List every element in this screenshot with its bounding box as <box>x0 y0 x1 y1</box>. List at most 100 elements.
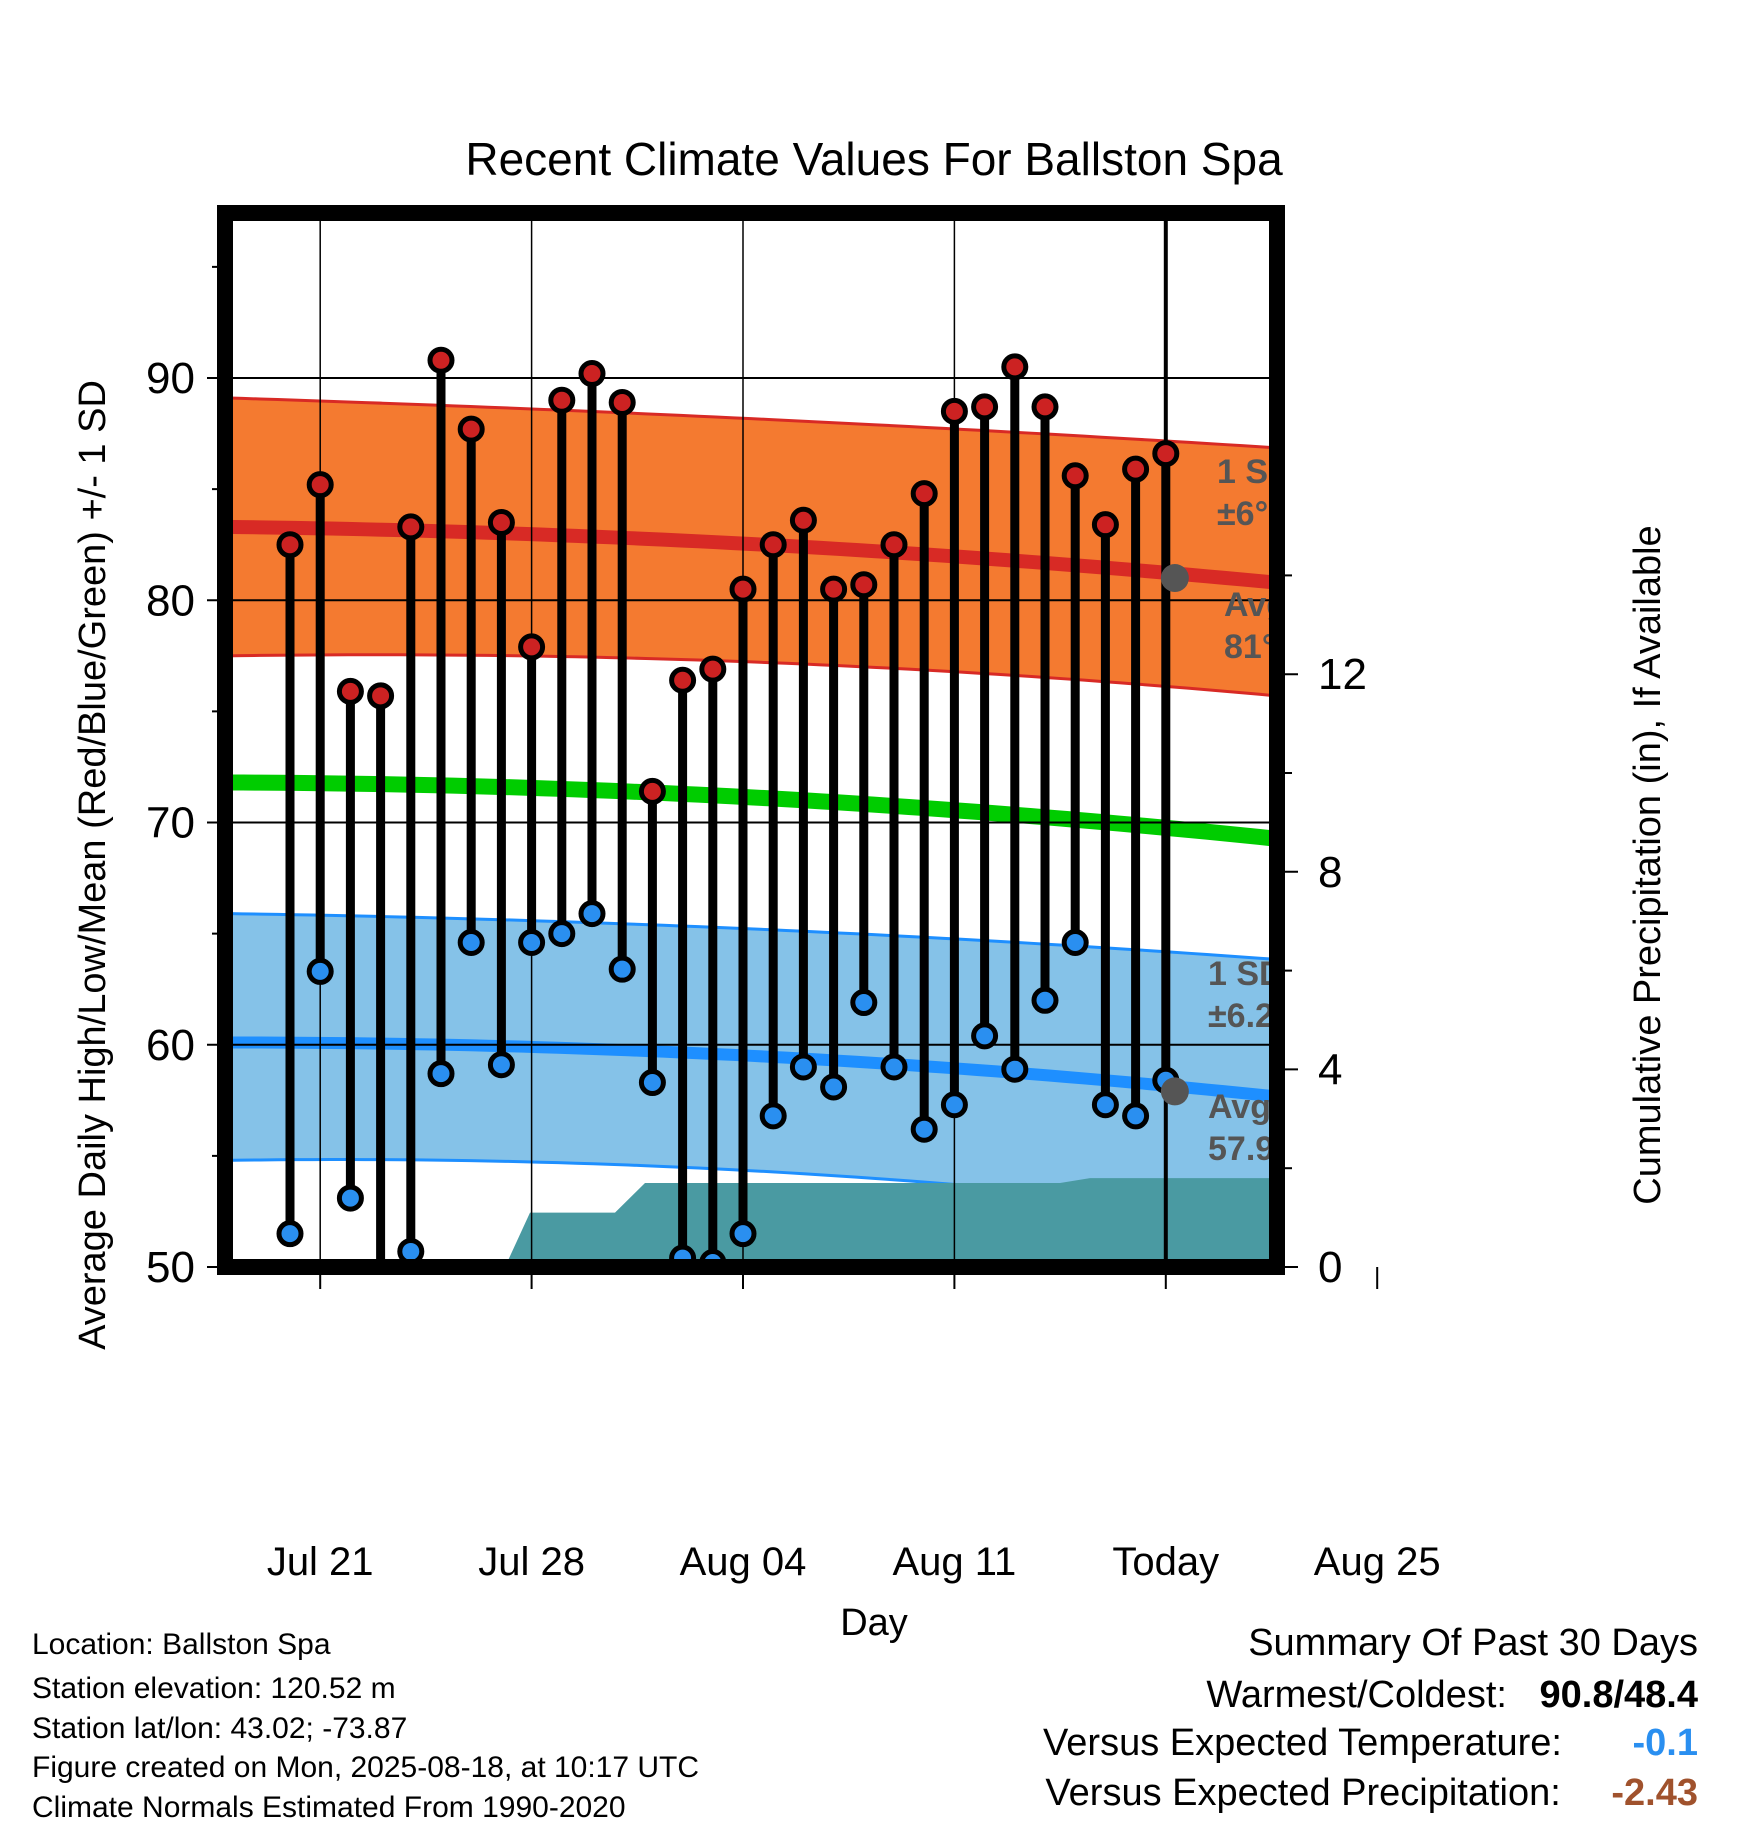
low-point <box>759 1102 787 1130</box>
precip-value: -2.43 <box>1611 1772 1698 1814</box>
high-point <box>1122 455 1150 483</box>
high-point <box>367 682 395 710</box>
low-point <box>789 1053 817 1081</box>
low-point <box>457 929 485 957</box>
y2-tick-label: 0 <box>1318 1243 1342 1292</box>
high-plus-sd-edge <box>225 396 1277 450</box>
y-axis-tick-labels: 50 60 70 80 90 <box>146 265 225 1292</box>
high-point <box>880 531 908 559</box>
high-point <box>397 513 425 541</box>
low-point <box>820 1073 848 1101</box>
temp-label: Versus Expected Temperature: <box>1043 1722 1562 1764</box>
y-axis-label: Average Daily High/Low/Mean (Red/Blue/Gr… <box>72 380 114 1350</box>
low-avg-note-0: Avg: <box>1208 1088 1282 1126</box>
summary-precip: Versus Expected Precipitation: -2.43 <box>1045 1772 1698 1815</box>
low-point <box>578 900 606 928</box>
low-point <box>1031 986 1059 1014</box>
low-point <box>971 1022 999 1050</box>
location-text: Location: Ballston Spa <box>32 1628 331 1661</box>
high-point <box>759 531 787 559</box>
x-tick-label: Aug 04 <box>680 1540 807 1584</box>
x-axis-label: Day <box>840 1602 908 1644</box>
y-tick-label: 70 <box>146 799 195 848</box>
chart-title: Recent Climate Values For Ballston Spa <box>465 133 1283 185</box>
y2-tick-label: 8 <box>1318 848 1342 897</box>
low-point <box>1061 929 1089 957</box>
y-tick-label: 60 <box>146 1021 195 1070</box>
high-point <box>608 388 636 416</box>
low-point <box>1001 1055 1029 1083</box>
high-point <box>487 508 515 536</box>
low-point <box>910 1115 938 1143</box>
created-text: Figure created on Mon, 2025-08-18, at 10… <box>32 1751 700 1784</box>
high-point <box>578 360 606 388</box>
plot-frame <box>217 205 1285 1275</box>
precip-area <box>225 1178 1277 1267</box>
today-high-avg-marker <box>1160 564 1189 593</box>
low-point <box>518 929 546 957</box>
low-avg-note-1: 57.9°F <box>1208 1130 1309 1168</box>
elevation-text: Station elevation: 120.52 m <box>32 1672 396 1705</box>
high-point <box>729 575 757 603</box>
high-point <box>789 506 817 534</box>
latlon-text: Station lat/lon: 43.02; -73.87 <box>32 1712 408 1745</box>
low-point <box>638 1069 666 1097</box>
y-tick-label: 80 <box>146 576 195 625</box>
low-sd-note-1: ±6.2°F <box>1208 997 1308 1035</box>
high-point <box>1091 511 1119 539</box>
high-point <box>638 777 666 805</box>
x-tick-label: Today <box>1112 1540 1219 1584</box>
x-axis-tick-labels: Jul 21 Jul 28 Aug 04 Aug 11 Today Aug 25 <box>267 1267 1441 1584</box>
high-point <box>669 666 697 694</box>
low-point <box>1122 1102 1150 1130</box>
high-sd-note-1: ±6°F <box>1217 495 1289 533</box>
low-point <box>608 955 636 983</box>
low-sd-note-0: 1 SD: <box>1208 955 1295 993</box>
precip-note-0: 30 <box>1204 1382 1242 1420</box>
precip-label: Versus Expected Precipitation: <box>1045 1772 1561 1814</box>
high-point <box>1001 353 1029 381</box>
summary-title: Summary Of Past 30 Days <box>1248 1622 1698 1664</box>
y-tick-label: 90 <box>146 354 195 403</box>
today-low-avg-marker <box>1160 1077 1189 1106</box>
y2-tick-label: 12 <box>1318 650 1367 699</box>
summary-temp: Versus Expected Temperature: -0.1 <box>1043 1722 1698 1765</box>
high-point <box>699 655 727 683</box>
x-tick-label: Aug 11 <box>892 1540 1016 1584</box>
high-sd-note-0: 1 SD: <box>1217 453 1304 491</box>
daily-bars <box>276 346 1180 1314</box>
high-point <box>548 386 576 414</box>
plot-area: 1 SD: ±6°F Avg: 81°F 1 SD: ±6.2°F Avg: 57.9°F 30… <box>217 205 1309 1462</box>
precip-note-1: Days <box>1204 1424 1285 1462</box>
x-tick-label: Jul 21 <box>267 1540 374 1584</box>
high-point <box>306 471 334 499</box>
x-tick-label: Aug 25 <box>1314 1540 1441 1584</box>
y-tick-label: 50 <box>146 1243 195 1292</box>
high-point <box>850 571 878 599</box>
low-point <box>880 1053 908 1081</box>
high-point <box>457 415 485 443</box>
temp-value: -0.1 <box>1632 1722 1698 1764</box>
high-point <box>276 531 304 559</box>
low-point <box>370 1292 392 1314</box>
low-point <box>306 957 334 985</box>
y2-axis-tick-labels: 0 4 8 12 <box>1277 574 1367 1292</box>
low-point <box>276 1220 304 1248</box>
high-point <box>1061 462 1089 490</box>
high-point <box>910 480 938 508</box>
high-point <box>940 397 968 425</box>
normals-text: Climate Normals Estimated From 1990-2020 <box>32 1791 626 1824</box>
y2-axis-label: Cumulative Precipitation (in), If Availa… <box>1627 525 1669 1204</box>
low-point <box>487 1051 515 1079</box>
plot-content: 1 SD: ±6°F Avg: 81°F 1 SD: ±6.2°F Avg: 57.9°F 30… <box>225 213 1309 1462</box>
high-point <box>1152 440 1180 468</box>
y2-tick-label: 4 <box>1318 1045 1342 1094</box>
low-point <box>336 1184 364 1212</box>
x-tick-label: Jul 28 <box>478 1540 585 1584</box>
high-point <box>971 393 999 421</box>
low-point <box>940 1091 968 1119</box>
summary-warmcold: Warmest/Coldest: 90.8/48.4 <box>1206 1674 1698 1717</box>
high-avg-note-0: Avg: <box>1224 586 1298 624</box>
high-point <box>1031 393 1059 421</box>
